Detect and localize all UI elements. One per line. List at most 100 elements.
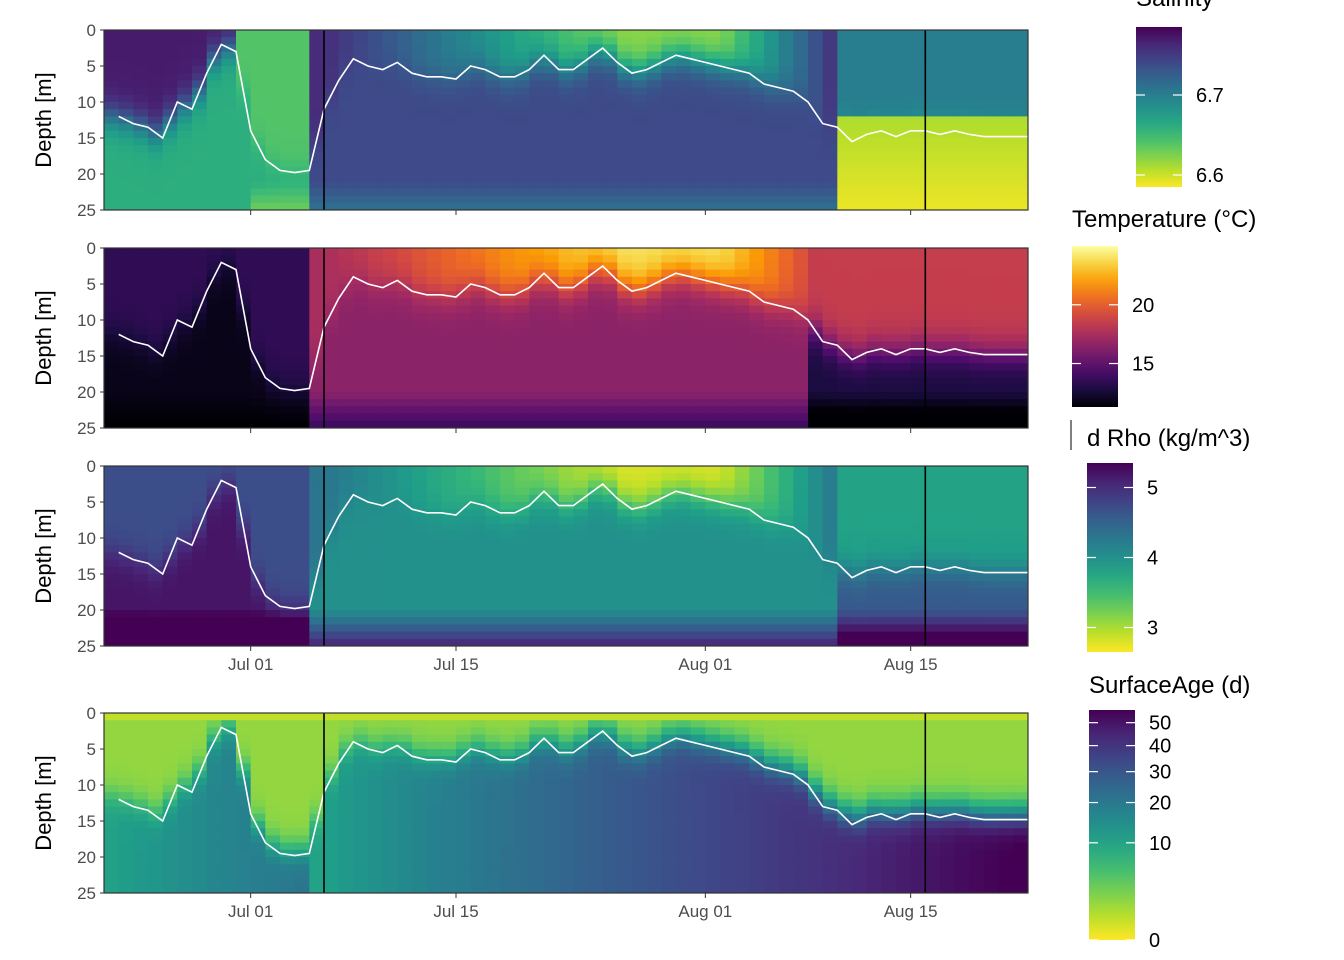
heatmap-cell	[162, 276, 178, 285]
heatmap-cell	[705, 363, 721, 371]
heatmap-cell	[514, 530, 530, 539]
heatmap-cell	[749, 610, 765, 618]
heatmap-cell	[866, 130, 882, 139]
heatmap-cell	[793, 37, 809, 45]
heatmap-cell	[852, 341, 868, 350]
heatmap-cell	[778, 195, 794, 204]
heatmap-cell	[764, 51, 780, 60]
heatmap-cell	[324, 51, 340, 60]
heatmap-cell	[998, 363, 1014, 371]
heatmap-cell	[793, 413, 809, 422]
heatmap-cell	[808, 51, 824, 60]
heatmap-cell	[104, 588, 120, 597]
heatmap-cell	[294, 566, 310, 575]
heatmap-cell	[133, 770, 149, 779]
heatmap-cell	[412, 145, 428, 153]
heatmap-cell	[734, 37, 750, 45]
heatmap-cell	[529, 466, 545, 474]
heatmap-cell	[265, 610, 281, 618]
heatmap-cell	[118, 713, 134, 721]
heatmap-cell	[661, 276, 677, 285]
heatmap-cell	[250, 552, 266, 561]
heatmap-cell	[529, 298, 545, 307]
heatmap-cell	[749, 624, 765, 633]
heatmap-cell	[133, 610, 149, 618]
heatmap-cell	[382, 406, 398, 415]
heatmap-cell	[485, 610, 501, 618]
heatmap-cell	[984, 377, 1000, 386]
heatmap-cell	[910, 312, 926, 321]
heatmap-cell	[206, 487, 222, 496]
heatmap-cell	[764, 269, 780, 278]
heatmap-cell	[822, 530, 838, 539]
heatmap-cell	[676, 166, 692, 175]
heatmap-cell	[148, 130, 164, 139]
heatmap-cell	[749, 494, 765, 503]
heatmap-cell	[749, 588, 765, 597]
heatmap-cell	[822, 152, 838, 161]
heatmap-cell	[910, 298, 926, 307]
heatmap-cell	[221, 80, 237, 89]
heatmap-cell	[514, 377, 530, 386]
heatmap-cell	[749, 298, 765, 307]
heatmap-cell	[456, 334, 472, 343]
heatmap-cell	[1013, 348, 1028, 357]
heatmap-cell	[118, 166, 134, 175]
heatmap-cell	[294, 305, 310, 314]
heatmap-cell	[925, 523, 941, 532]
heatmap-cell	[925, 399, 941, 407]
heatmap-cell	[705, 638, 721, 646]
heatmap-cell	[514, 298, 530, 307]
heatmap-cell	[690, 552, 706, 561]
heatmap-cell	[573, 370, 589, 379]
heatmap-cell	[470, 487, 486, 496]
heatmap-cell	[412, 363, 428, 371]
heatmap-cell	[1013, 602, 1028, 611]
heatmap-cell	[646, 617, 662, 625]
heatmap-cell	[573, 109, 589, 117]
heatmap-cell	[162, 878, 178, 887]
heatmap-cell	[602, 320, 618, 328]
heatmap-cell	[133, 138, 149, 146]
heatmap-cell	[485, 202, 501, 210]
heatmap-cell	[676, 181, 692, 189]
heatmap-cell	[778, 341, 794, 350]
heatmap-cell	[852, 202, 868, 210]
heatmap-cell	[397, 377, 413, 386]
heatmap-cell	[514, 174, 530, 182]
heatmap-cell	[250, 384, 266, 393]
heatmap-cell	[793, 44, 809, 53]
heatmap-cell	[705, 58, 721, 67]
heatmap-cell	[764, 502, 780, 510]
heatmap-cell	[588, 66, 604, 74]
heatmap-cell	[177, 821, 193, 829]
heatmap-cell	[749, 73, 765, 81]
heatmap-cell	[866, 159, 882, 168]
heatmap-cell	[940, 255, 956, 263]
heatmap-cell	[837, 255, 853, 263]
heatmap-cell	[749, 392, 765, 400]
heatmap-cell	[177, 624, 193, 633]
heatmap-cell	[162, 581, 178, 589]
heatmap-cell	[104, 327, 120, 335]
heatmap-cell	[441, 638, 457, 646]
heatmap-cell	[324, 370, 340, 379]
heatmap-cell	[632, 123, 648, 132]
heatmap-cell	[984, 480, 1000, 489]
heatmap-cell	[793, 130, 809, 139]
heatmap-cell	[661, 109, 677, 117]
heatmap-cell	[617, 305, 633, 314]
heatmap-cell	[764, 552, 780, 561]
heatmap-cell	[309, 269, 325, 278]
heatmap-cell	[793, 480, 809, 489]
heatmap-cell	[837, 116, 853, 125]
heatmap-cell	[514, 494, 530, 503]
heatmap-cell	[529, 602, 545, 611]
heatmap-cell	[588, 523, 604, 532]
heatmap-cell	[925, 545, 941, 553]
heatmap-cell	[177, 530, 193, 539]
heatmap-cell	[896, 624, 912, 633]
heatmap-cell	[602, 80, 618, 89]
heatmap-cell	[500, 399, 516, 407]
heatmap-cell	[632, 392, 648, 400]
